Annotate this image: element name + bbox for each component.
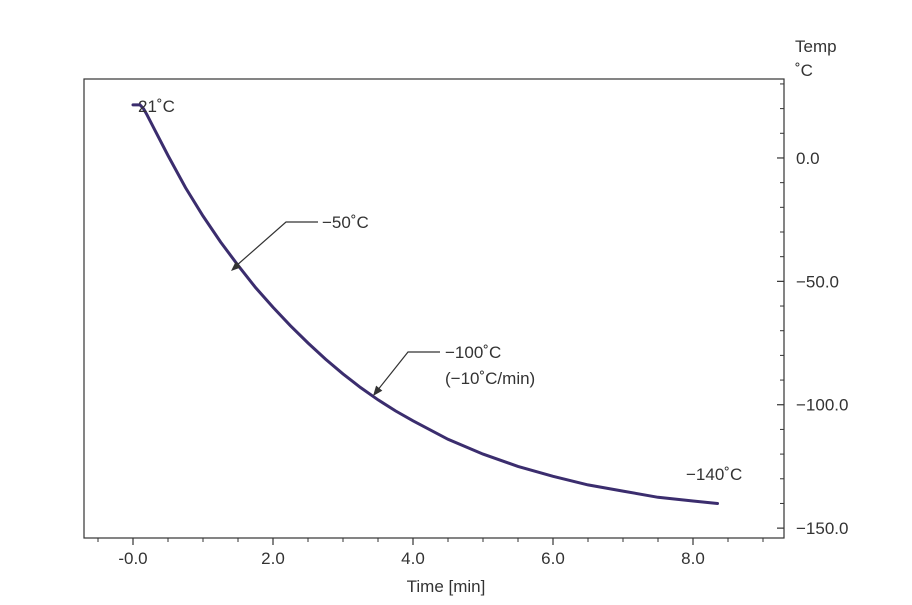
x-tick-label: 8.0 — [681, 549, 705, 568]
annotation-minus-50: −50˚C — [322, 213, 369, 232]
arrow-minus-50 — [231, 261, 242, 271]
y-tick-label: −50.0 — [796, 272, 839, 291]
leader-minus-50 — [235, 221, 318, 267]
annotation-minus-100: −100˚C — [445, 343, 501, 362]
arrow-minus-100 — [373, 385, 383, 396]
x-tick-label: 4.0 — [401, 549, 425, 568]
annotation-start-temp: 21˚C — [138, 97, 175, 116]
x-axis-title: Time [min] — [407, 577, 486, 596]
temperature-curve — [131, 103, 719, 505]
leader-minus-100 — [376, 351, 440, 392]
x-tick-label: 2.0 — [261, 549, 285, 568]
x-tick-label: 6.0 — [541, 549, 565, 568]
plot-frame — [83, 78, 785, 539]
y-tick-label: −100.0 — [796, 396, 848, 415]
major-ticks — [132, 157, 784, 545]
y-tick-labels: 0.0 −50.0 −100.0 −150.0 — [796, 149, 848, 538]
annotation-end-temp: −140˚C — [686, 465, 742, 484]
y-tick-label: −150.0 — [796, 519, 848, 538]
x-tick-labels: -0.0 2.0 4.0 6.0 8.0 — [118, 549, 704, 568]
minor-ticks — [97, 83, 784, 542]
y-tick-label: 0.0 — [796, 149, 820, 168]
annotation-cooling-rate: (−10˚C/min) — [445, 369, 535, 388]
y-axis-title-line2: ˚C — [795, 61, 813, 80]
x-tick-label: -0.0 — [118, 549, 147, 568]
y-axis-title-line1: Temp — [795, 37, 837, 56]
